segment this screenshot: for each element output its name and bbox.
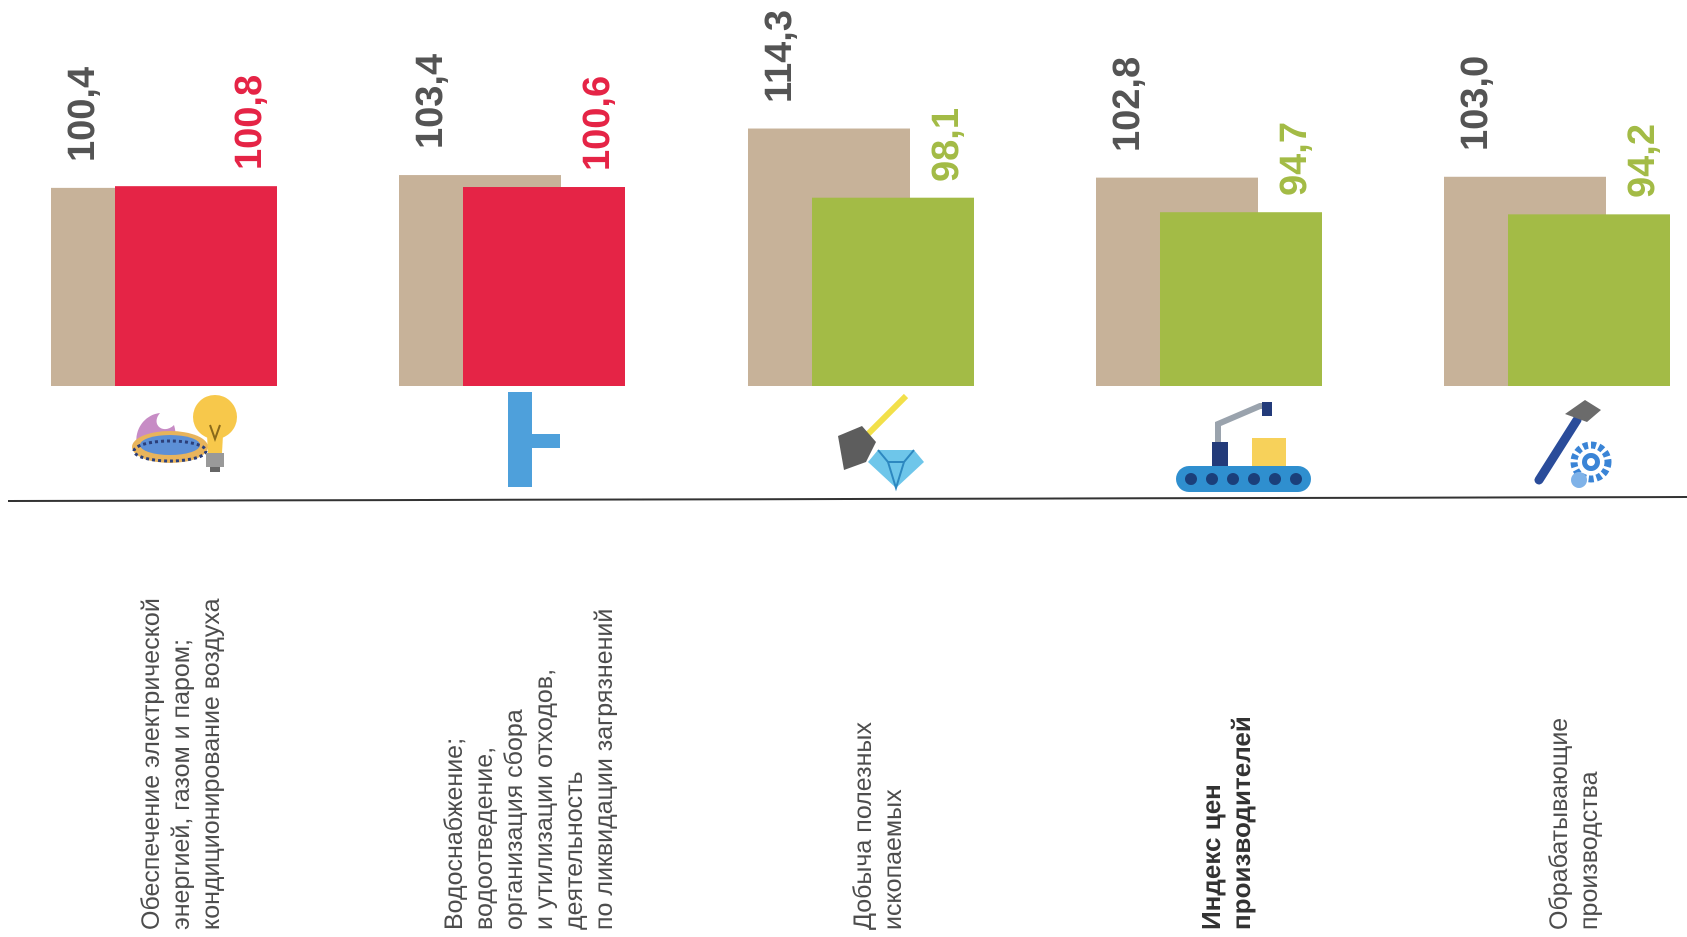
conveyor-robot-arm-icon [1176, 402, 1311, 492]
bar-series2-4 [1508, 214, 1670, 386]
value-label-series1-0: 100,4 [61, 66, 103, 162]
value-label-series2-4: 94,2 [1621, 124, 1663, 199]
value-label-series1-2: 114,3 [758, 9, 800, 103]
value-label-series1-3: 102,8 [1106, 56, 1148, 152]
value-label-series2-1: 100,6 [576, 75, 618, 172]
category-label-0: Обеспечение электрической энергией, газо… [137, 598, 225, 930]
water-pipe-icon [508, 392, 560, 487]
category-label-1: Водоснабжение; водоотведение, организаци… [440, 608, 618, 930]
hammer-and-gear-icon [1534, 400, 1612, 488]
value-label-series2-0: 100,8 [228, 75, 270, 171]
bar-series2-3 [1160, 212, 1322, 386]
shovel-and-diamond-icon [838, 393, 924, 492]
axis-baseline [7, 496, 1687, 502]
gas-flame-and-light-bulb-icon [132, 395, 237, 472]
bar-series2-2 [812, 197, 974, 386]
category-label-3: Индекс цен производителей [1196, 716, 1256, 930]
value-label-series1-1: 103,4 [409, 53, 451, 150]
value-label-series2-3: 94,7 [1273, 122, 1315, 197]
bar-series2-0 [115, 186, 277, 386]
value-label-series2-2: 98,1 [925, 107, 967, 182]
icons-layer [132, 392, 1612, 492]
category-label-2: Добыча полезных ископаемых [849, 722, 907, 930]
value-label-series1-4: 103,0 [1454, 55, 1496, 151]
category-label-4: Обрабатывающие производства [1545, 717, 1603, 930]
bar-series2-1 [463, 187, 625, 386]
bars-layer [51, 128, 1670, 387]
